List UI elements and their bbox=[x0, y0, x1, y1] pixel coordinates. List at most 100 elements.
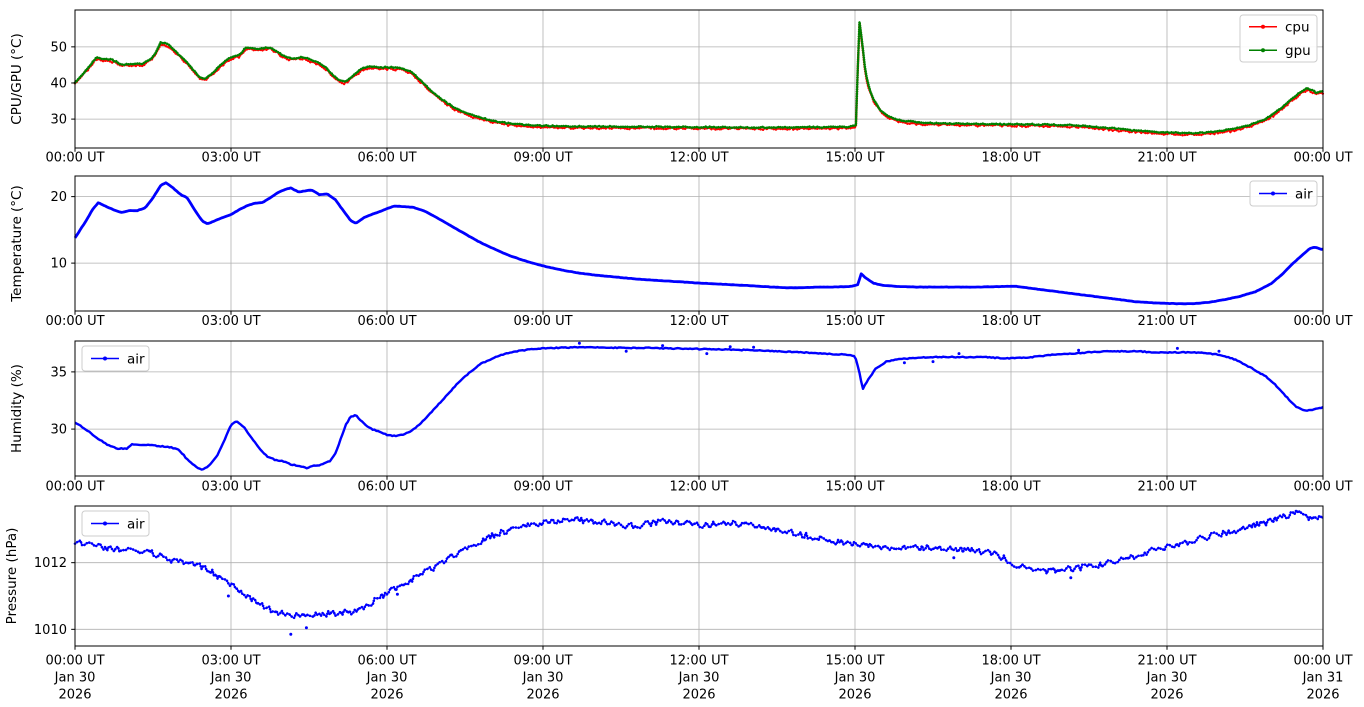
series-air bbox=[73, 181, 1324, 306]
panel-humidity: 00:00 UT 03:00 UT 06:00 UT 09:00 UT 12:00 UT… bbox=[9, 340, 1353, 495]
series-air bbox=[73, 508, 1325, 636]
x-axis: 00:00 UT 03:00 UT 06:00 UT 09:00 UT 12:00 UT… bbox=[45, 476, 1353, 495]
legend-label-cpu: cpu bbox=[1285, 20, 1310, 36]
outlier-point bbox=[1217, 349, 1221, 353]
outlier-point bbox=[661, 344, 665, 348]
x-tick-label: 06:00 UT bbox=[357, 151, 416, 166]
y-tick-label: 35 bbox=[50, 365, 67, 380]
x-tick-year-label: 2026 bbox=[214, 688, 247, 703]
series-gpu-markers bbox=[73, 20, 1325, 135]
x-tick-label: 21:00 UT bbox=[1137, 654, 1196, 669]
x-tick-label: 12:00 UT bbox=[669, 480, 728, 495]
x-tick-label: 03:00 UT bbox=[201, 314, 260, 329]
x-tick-year-label: 2026 bbox=[994, 688, 1027, 703]
x-tick-label: 00:00 UT bbox=[45, 654, 104, 669]
x-tick-label: 09:00 UT bbox=[513, 654, 572, 669]
x-tick-year-label: 2026 bbox=[1150, 688, 1183, 703]
x-tick-label: 15:00 UT bbox=[825, 480, 884, 495]
y-axis-label: Humidity (%) bbox=[9, 364, 25, 453]
legend-label-air: air bbox=[1295, 186, 1313, 202]
legend-label-gpu: gpu bbox=[1285, 43, 1311, 59]
x-tick-label: 18:00 UT bbox=[981, 151, 1040, 166]
legend-humidity: air bbox=[81, 345, 150, 372]
y-axis: 30 35 bbox=[50, 365, 75, 438]
legend-marker-sample bbox=[103, 521, 107, 526]
x-tick-label: 21:00 UT bbox=[1137, 151, 1196, 166]
outlier-point bbox=[304, 626, 308, 630]
outlier-point bbox=[1069, 576, 1073, 580]
outlier-point bbox=[577, 341, 581, 345]
x-axis: 00:00 UT Jan 30 2026 03:00 UT Jan 30 2026 06:0… bbox=[45, 646, 1353, 703]
x-tick-label: 12:00 UT bbox=[669, 654, 728, 669]
outlier-point bbox=[952, 556, 956, 560]
x-tick-label: 21:00 UT bbox=[1137, 314, 1196, 329]
x-tick-year-label: 2026 bbox=[526, 688, 559, 703]
outlier-point bbox=[226, 594, 230, 598]
y-tick-label: 1012 bbox=[34, 556, 67, 571]
x-tick-label: 00:00 UT bbox=[1293, 480, 1352, 495]
outlier-point bbox=[728, 345, 732, 349]
x-tick-label: 03:00 UT bbox=[201, 480, 260, 495]
y-tick-label: 1010 bbox=[34, 623, 67, 638]
x-tick-year-label: 2026 bbox=[682, 688, 715, 703]
x-tick-label: 00:00 UT bbox=[45, 480, 104, 495]
y-tick-label: 30 bbox=[50, 423, 67, 438]
x-tick-label: 18:00 UT bbox=[981, 314, 1040, 329]
legend-cpu-gpu: cpu gpu bbox=[1239, 14, 1318, 63]
x-tick-date-label: Jan 30 bbox=[834, 671, 876, 686]
x-tick-label: 15:00 UT bbox=[825, 654, 884, 669]
x-tick-label: 06:00 UT bbox=[357, 314, 416, 329]
series-air-line bbox=[73, 181, 1324, 306]
outlier-point bbox=[957, 352, 961, 356]
x-tick-label: 09:00 UT bbox=[513, 151, 572, 166]
y-axis-label: Pressure (hPa) bbox=[4, 528, 20, 625]
legend-label-air: air bbox=[127, 516, 145, 532]
panel-pressure: 00:00 UT Jan 30 2026 03:00 UT Jan 30 2026 06:0… bbox=[4, 505, 1353, 703]
gridlines bbox=[74, 341, 1324, 476]
outlier-point bbox=[902, 361, 906, 365]
series-air-markers bbox=[73, 508, 1325, 620]
outlier-point bbox=[705, 352, 709, 356]
x-tick-label: 21:00 UT bbox=[1137, 480, 1196, 495]
y-tick-label: 50 bbox=[50, 40, 67, 55]
x-tick-label: 18:00 UT bbox=[981, 654, 1040, 669]
x-tick-label: 15:00 UT bbox=[825, 314, 884, 329]
outlier-point bbox=[624, 349, 628, 353]
legend-marker-sample bbox=[1271, 191, 1275, 196]
panel-temperature: 00:00 UT 03:00 UT 06:00 UT 09:00 UT 12:00 UT… bbox=[9, 175, 1353, 329]
x-tick-label: 12:00 UT bbox=[669, 314, 728, 329]
x-axis: 00:00 UT 03:00 UT 06:00 UT 09:00 UT 12:00 UT… bbox=[45, 148, 1353, 166]
outlier-point bbox=[395, 592, 399, 596]
outlier-point bbox=[1175, 346, 1179, 350]
x-tick-label: 18:00 UT bbox=[981, 480, 1040, 495]
x-tick-year-label: 2026 bbox=[370, 688, 403, 703]
y-tick-label: 40 bbox=[50, 76, 67, 91]
y-tick-label: 30 bbox=[50, 113, 67, 128]
x-tick-date-label: Jan 30 bbox=[678, 671, 720, 686]
x-tick-label: 06:00 UT bbox=[357, 480, 416, 495]
y-axis-label: CPU/GPU (°C) bbox=[9, 33, 25, 124]
x-axis: 00:00 UT 03:00 UT 06:00 UT 09:00 UT 12:00 UT… bbox=[45, 311, 1353, 329]
x-tick-label: 00:00 UT bbox=[1293, 314, 1352, 329]
x-tick-date-label: Jan 30 bbox=[990, 671, 1032, 686]
outlier-point bbox=[289, 632, 293, 636]
x-tick-label: 06:00 UT bbox=[357, 654, 416, 669]
legend-marker-sample bbox=[103, 356, 107, 361]
x-tick-date-label: Jan 30 bbox=[54, 671, 96, 686]
x-tick-label: 00:00 UT bbox=[1293, 151, 1352, 166]
x-tick-label: 03:00 UT bbox=[201, 151, 260, 166]
legend-marker-sample bbox=[1261, 24, 1265, 29]
legend-temperature: air bbox=[1249, 180, 1318, 207]
legend-label-air: air bbox=[127, 351, 145, 367]
x-tick-label: 09:00 UT bbox=[513, 480, 572, 495]
outlier-point bbox=[752, 345, 756, 349]
series-gpu bbox=[73, 20, 1325, 135]
y-axis-label: Temperature (°C) bbox=[9, 185, 25, 303]
outlier-point bbox=[1077, 348, 1081, 352]
y-axis: 30 40 50 bbox=[50, 40, 75, 128]
x-tick-date-label: Jan 30 bbox=[210, 671, 252, 686]
x-tick-date-label: Jan 30 bbox=[366, 671, 408, 686]
y-tick-label: 20 bbox=[50, 190, 67, 205]
